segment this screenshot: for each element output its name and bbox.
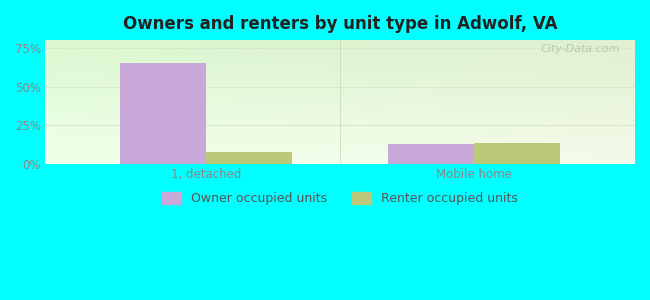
Bar xyxy=(120,63,206,164)
Bar xyxy=(206,152,292,164)
Title: Owners and renters by unit type in Adwolf, VA: Owners and renters by unit type in Adwol… xyxy=(123,15,557,33)
Bar xyxy=(388,144,474,164)
Bar xyxy=(474,142,560,164)
Text: City-Data.com: City-Data.com xyxy=(541,44,620,54)
Legend: Owner occupied units, Renter occupied units: Owner occupied units, Renter occupied un… xyxy=(157,187,523,210)
